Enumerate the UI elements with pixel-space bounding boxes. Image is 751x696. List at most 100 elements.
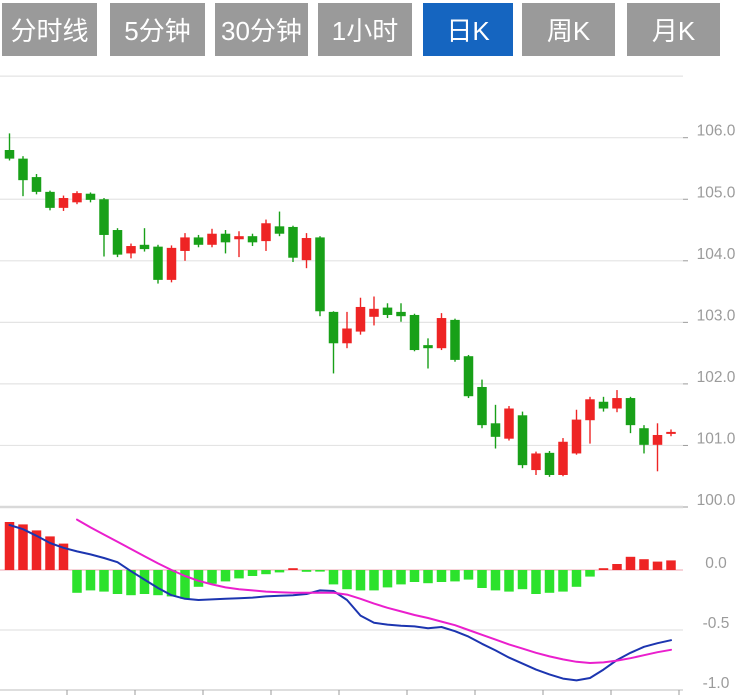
price-tick-label: 106.0	[697, 123, 736, 140]
candle-body	[139, 244, 150, 250]
macd-bar	[598, 568, 609, 570]
macd-bar	[328, 570, 339, 585]
candle-body	[45, 191, 55, 208]
candle-body	[571, 419, 582, 454]
macd-bar	[571, 570, 582, 587]
macd-bar	[477, 570, 487, 588]
macd-bar	[382, 570, 393, 588]
candle-body	[598, 401, 609, 409]
macd-bar	[274, 570, 285, 573]
price-tick-label: 105.0	[697, 184, 736, 201]
candle-body	[625, 398, 636, 426]
macd-bar	[558, 570, 568, 592]
macd-bar	[166, 570, 177, 597]
macd-bar	[72, 570, 82, 593]
macd-bar	[450, 570, 460, 582]
macd-tick-label: 0.0	[705, 555, 727, 572]
macd-bar	[409, 570, 420, 582]
macd-bar	[544, 570, 555, 593]
macd-bar	[4, 522, 15, 570]
candle-body	[612, 398, 622, 409]
macd-bar	[355, 570, 366, 591]
macd-bar	[85, 570, 96, 591]
tab-weekly-k[interactable]: 周K	[522, 3, 615, 56]
candle-body	[72, 193, 82, 203]
price-tick-label: 101.0	[697, 430, 736, 447]
macd-bar	[31, 530, 42, 570]
macd-bar	[396, 570, 406, 585]
candle-body	[153, 246, 163, 280]
tab-monthly-k[interactable]: 月K	[627, 3, 720, 56]
macd-bar	[288, 568, 298, 570]
macd-bar	[180, 570, 190, 599]
candle-body	[315, 237, 325, 312]
macd-bar	[666, 560, 676, 570]
candle-body	[531, 453, 541, 471]
macd-bar	[625, 556, 636, 570]
macd-bar	[220, 570, 231, 582]
candle-body	[112, 230, 123, 255]
macd-bar	[342, 570, 352, 590]
macd-bar	[612, 564, 622, 570]
candle-body	[544, 452, 555, 475]
tab-30min[interactable]: 30分钟	[215, 3, 308, 56]
candle-body	[423, 345, 433, 349]
macd-bar	[315, 570, 325, 572]
macd-bar	[639, 559, 649, 570]
tab-minute-line[interactable]: 分时线	[2, 3, 97, 56]
dea-line	[76, 518, 672, 664]
macd-bar	[99, 570, 109, 592]
candle-body	[450, 319, 460, 360]
candle-body	[369, 308, 379, 317]
candle-body	[99, 199, 109, 235]
candle-body	[477, 386, 487, 426]
macd-bar	[193, 570, 204, 587]
tab-daily-k[interactable]: 日K	[423, 3, 513, 56]
dif-line	[8, 524, 672, 682]
candle-body	[639, 428, 649, 445]
candle-body	[85, 193, 96, 200]
macd-bar	[126, 570, 136, 596]
macd-bar	[247, 570, 258, 576]
candle-body	[4, 150, 15, 159]
tab-1hour[interactable]: 1小时	[318, 3, 412, 56]
candle-body	[355, 306, 366, 332]
candle-body	[342, 328, 352, 344]
macd-bar	[436, 570, 447, 582]
candle-body	[193, 237, 204, 245]
candle-body	[180, 237, 190, 251]
macd-bar	[18, 524, 28, 570]
candle-body	[234, 236, 244, 240]
macd-bar	[45, 536, 55, 570]
candle-body	[274, 226, 285, 234]
candle-body	[382, 307, 393, 315]
candle-body	[261, 223, 271, 242]
candle-body	[328, 311, 339, 344]
price-tick-label: 100.0	[697, 492, 736, 509]
candle-body	[31, 177, 42, 192]
candle-body	[463, 356, 474, 397]
candle-body	[666, 431, 676, 434]
tab-5min[interactable]: 5分钟	[110, 3, 205, 56]
period-tabbar: 分时线 5分钟 30分钟 1小时 日K 周K 月K	[0, 0, 751, 60]
candle-body	[517, 415, 528, 466]
macd-tick-label: -0.5	[703, 615, 730, 632]
macd-bar	[463, 570, 474, 580]
macd-bar	[301, 570, 312, 572]
macd-histogram	[4, 522, 676, 599]
macd-bar	[490, 570, 501, 591]
macd-bar	[504, 570, 514, 592]
macd-bar	[652, 561, 663, 570]
candle-body	[18, 158, 28, 181]
macd-tick-label: -1.0	[703, 675, 730, 692]
candle-body	[126, 246, 136, 254]
candle-body	[166, 247, 177, 280]
candle-body	[490, 423, 501, 437]
candle-body	[558, 441, 568, 475]
price-tick-label: 102.0	[697, 369, 736, 386]
candle-body	[301, 238, 312, 261]
candles-series[interactable]	[4, 133, 676, 477]
candle-body	[288, 226, 298, 258]
